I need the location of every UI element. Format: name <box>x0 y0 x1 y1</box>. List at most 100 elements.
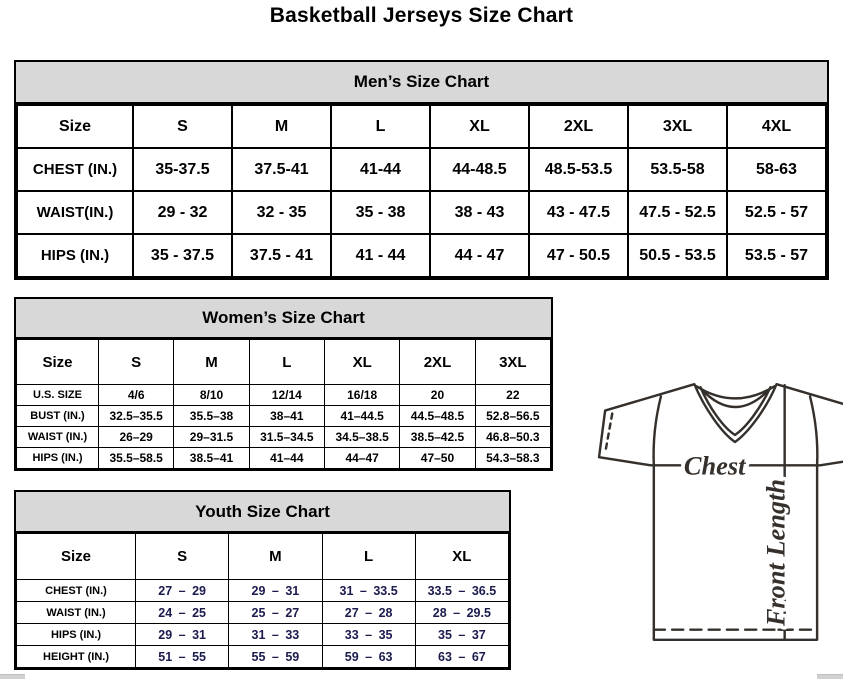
column-header: S <box>97 339 175 385</box>
row-label: WAIST (IN.) <box>16 601 136 624</box>
value-cell: 29 – 31 <box>134 623 230 646</box>
jersey-collar-rib-2 <box>700 388 771 409</box>
page-title: Basketball Jerseys Size Chart <box>269 4 574 27</box>
value-cell: 35 - 38 <box>330 190 431 235</box>
jersey-measurement-diagram: Chest Front Length <box>596 380 843 644</box>
header-row: Size S M L XL <box>16 533 510 580</box>
table-row: HIPS (IN.) 29 – 31 31 – 33 33 – 35 35 – 37 <box>16 623 510 646</box>
size-column-header: Size <box>16 533 136 580</box>
value-cell: 29–31.5 <box>173 426 250 448</box>
column-header: XL <box>429 104 530 149</box>
size-column-header: Size <box>16 104 134 149</box>
column-header: 2XL <box>528 104 629 149</box>
youth-table: Size S M L XL CHEST (IN.) 27 – 29 29 – 31 31 – 3… <box>16 533 510 668</box>
mens-size-chart-table: Men’s Size Chart Size S M L XL 2XL 3XL 4XL CHEST … <box>14 60 829 280</box>
row-label: BUST (IN.) <box>16 405 99 427</box>
women-table-title: Women’s Size Chart <box>16 299 551 339</box>
value-cell: 51 – 55 <box>134 645 230 668</box>
value-cell: 41-44 <box>330 147 431 192</box>
table-row: WAIST(IN.) 29 - 32 32 - 35 35 - 38 38 - 43 43… <box>16 190 827 235</box>
value-cell: 53.5 - 57 <box>726 233 827 278</box>
column-header: M <box>173 339 250 385</box>
value-cell: 50.5 - 53.5 <box>627 233 728 278</box>
value-cell: 22 <box>474 384 552 406</box>
value-cell: 41–44 <box>248 447 325 469</box>
row-label: CHEST (IN.) <box>16 579 136 602</box>
value-cell: 34.5–38.5 <box>323 426 401 448</box>
value-cell: 38–41 <box>248 405 325 427</box>
table-row: CHEST (IN.) 27 – 29 29 – 31 31 – 33.5 33.5 –… <box>16 579 510 602</box>
value-cell: 43 - 47.5 <box>528 190 629 235</box>
value-cell: 53.5-58 <box>627 147 728 192</box>
value-cell: 38 - 43 <box>429 190 530 235</box>
jersey-right-seam <box>808 395 819 467</box>
women-table: Size S M L XL 2XL 3XL U.S. SIZE 4/6 8/10 12/14 16/1… <box>16 339 552 469</box>
table-row: CHEST (IN.) 35-37.5 37.5-41 41-44 44-48.5 48.… <box>16 147 827 192</box>
men-table-title: Men’s Size Chart <box>16 62 827 104</box>
value-cell: 32.5–35.5 <box>97 405 175 427</box>
value-cell: 47.5 - 52.5 <box>627 190 728 235</box>
horizontal-scrollbar-fragment-right[interactable] <box>817 674 843 679</box>
value-cell: 35-37.5 <box>132 147 233 192</box>
column-header: 3XL <box>627 104 728 149</box>
value-cell: 44-48.5 <box>429 147 530 192</box>
value-cell: 28 – 29.5 <box>414 601 510 624</box>
value-cell: 46.8–50.3 <box>474 426 552 448</box>
value-cell: 27 – 28 <box>321 601 416 624</box>
row-label: CHEST (IN.) <box>16 147 134 192</box>
table-row: HIPS (IN.) 35 - 37.5 37.5 - 41 41 - 44 44 - … <box>16 233 827 278</box>
value-cell: 44–47 <box>323 447 401 469</box>
column-header: L <box>321 533 416 580</box>
value-cell: 29 - 32 <box>132 190 233 235</box>
column-header: M <box>231 104 332 149</box>
value-cell: 35 - 37.5 <box>132 233 233 278</box>
jersey-collar-inner-v <box>699 386 772 437</box>
row-label: HIPS (IN.) <box>16 447 99 469</box>
value-cell: 35 – 37 <box>414 623 510 646</box>
size-column-header: Size <box>16 339 99 385</box>
value-cell: 12/14 <box>248 384 325 406</box>
value-cell: 38.5–41 <box>173 447 250 469</box>
table-row: WAIST (IN.) 24 – 25 25 – 27 27 – 28 28 – 29.… <box>16 601 510 624</box>
column-header: 3XL <box>474 339 552 385</box>
value-cell: 33 – 35 <box>321 623 416 646</box>
value-cell: 31.5–34.5 <box>248 426 325 448</box>
value-cell: 25 – 27 <box>228 601 323 624</box>
value-cell: 38.5–42.5 <box>399 426 476 448</box>
value-cell: 54.3–58.3 <box>474 447 552 469</box>
value-cell: 8/10 <box>173 384 250 406</box>
value-cell: 31 – 33.5 <box>321 579 416 602</box>
youth-size-chart-table: Youth Size Chart Size S M L XL CHEST (IN.) 27 –… <box>14 490 511 670</box>
youth-table-title: Youth Size Chart <box>16 492 509 533</box>
jersey-diagram-svg: Chest Front Length <box>597 382 843 642</box>
column-header: M <box>228 533 323 580</box>
value-cell: 4/6 <box>97 384 175 406</box>
value-cell: 55 – 59 <box>228 645 323 668</box>
value-cell: 33.5 – 36.5 <box>414 579 510 602</box>
womens-size-chart-table: Women’s Size Chart Size S M L XL 2XL 3XL U.S. SI… <box>14 297 553 471</box>
value-cell: 41 - 44 <box>330 233 431 278</box>
value-cell: 16/18 <box>323 384 401 406</box>
value-cell: 37.5 - 41 <box>231 233 332 278</box>
value-cell: 20 <box>399 384 476 406</box>
column-header: S <box>134 533 230 580</box>
table-row: U.S. SIZE 4/6 8/10 12/14 16/18 20 22 <box>16 384 552 406</box>
value-cell: 48.5-53.5 <box>528 147 629 192</box>
row-label: U.S. SIZE <box>16 384 99 406</box>
value-cell: 59 – 63 <box>321 645 416 668</box>
column-header: XL <box>414 533 510 580</box>
horizontal-scrollbar-fragment-left[interactable] <box>0 674 25 679</box>
row-label: HEIGHT (IN.) <box>16 645 136 668</box>
jersey-left-seam <box>652 395 663 467</box>
value-cell: 32 - 35 <box>231 190 332 235</box>
value-cell: 31 – 33 <box>228 623 323 646</box>
row-label: WAIST(IN.) <box>16 190 134 235</box>
value-cell: 35.5–38 <box>173 405 250 427</box>
column-header: 2XL <box>399 339 476 385</box>
column-header: L <box>248 339 325 385</box>
row-label: WAIST (IN.) <box>16 426 99 448</box>
value-cell: 58-63 <box>726 147 827 192</box>
column-header: S <box>132 104 233 149</box>
value-cell: 63 – 67 <box>414 645 510 668</box>
chest-label: Chest <box>684 451 746 480</box>
